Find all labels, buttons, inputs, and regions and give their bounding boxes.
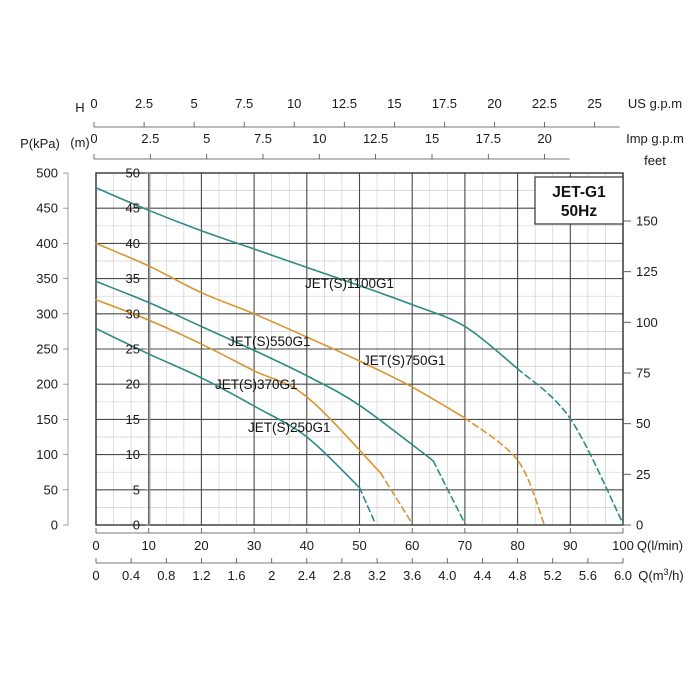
- svg-text:US g.p.m: US g.p.m: [628, 96, 682, 111]
- svg-text:JET-G1: JET-G1: [552, 184, 606, 201]
- svg-text:Imp g.p.m: Imp g.p.m: [626, 131, 684, 146]
- svg-text:17.5: 17.5: [432, 96, 457, 111]
- svg-text:12.5: 12.5: [363, 131, 388, 146]
- svg-text:12.5: 12.5: [332, 96, 357, 111]
- svg-text:JET(S)250G1: JET(S)250G1: [248, 420, 331, 435]
- svg-text:4.0: 4.0: [438, 568, 456, 583]
- svg-text:100: 100: [36, 447, 58, 462]
- svg-text:40: 40: [300, 538, 314, 553]
- svg-text:(m): (m): [70, 135, 90, 150]
- svg-text:60: 60: [405, 538, 419, 553]
- svg-text:15: 15: [387, 96, 401, 111]
- svg-text:350: 350: [36, 271, 58, 286]
- svg-text:75: 75: [636, 366, 650, 381]
- svg-text:30: 30: [126, 306, 140, 321]
- svg-text:50: 50: [44, 482, 58, 497]
- svg-text:40: 40: [126, 236, 140, 251]
- svg-text:100: 100: [612, 538, 634, 553]
- svg-text:Q(m3/h): Q(m3/h): [638, 567, 683, 583]
- svg-text:300: 300: [36, 306, 58, 321]
- svg-text:25: 25: [587, 96, 601, 111]
- svg-text:125: 125: [636, 264, 658, 279]
- svg-text:25: 25: [636, 467, 650, 482]
- svg-text:4.8: 4.8: [509, 568, 527, 583]
- svg-text:P(kPa): P(kPa): [20, 136, 60, 151]
- svg-text:35: 35: [126, 271, 140, 286]
- svg-text:5.6: 5.6: [579, 568, 597, 583]
- svg-text:17.5: 17.5: [476, 131, 501, 146]
- svg-text:20: 20: [126, 377, 140, 392]
- svg-text:25: 25: [126, 342, 140, 357]
- svg-text:50: 50: [352, 538, 366, 553]
- svg-text:0: 0: [92, 568, 99, 583]
- svg-text:0: 0: [90, 96, 97, 111]
- svg-text:5.2: 5.2: [544, 568, 562, 583]
- svg-text:1.2: 1.2: [192, 568, 210, 583]
- svg-text:0: 0: [51, 518, 58, 533]
- svg-text:200: 200: [36, 377, 58, 392]
- svg-text:45: 45: [126, 201, 140, 216]
- svg-text:100: 100: [636, 315, 658, 330]
- svg-text:H: H: [75, 100, 84, 115]
- svg-text:50Hz: 50Hz: [561, 203, 597, 220]
- svg-text:5: 5: [133, 482, 140, 497]
- svg-text:0: 0: [90, 131, 97, 146]
- svg-text:2.8: 2.8: [333, 568, 351, 583]
- svg-text:5: 5: [190, 96, 197, 111]
- svg-text:2: 2: [268, 568, 275, 583]
- svg-text:7.5: 7.5: [235, 96, 253, 111]
- svg-text:250: 250: [36, 342, 58, 357]
- svg-text:30: 30: [247, 538, 261, 553]
- svg-text:20: 20: [537, 131, 551, 146]
- svg-text:400: 400: [36, 236, 58, 251]
- svg-text:1.6: 1.6: [227, 568, 245, 583]
- svg-text:0: 0: [92, 538, 99, 553]
- svg-text:feet: feet: [644, 153, 666, 168]
- svg-text:0: 0: [133, 518, 140, 533]
- svg-text:2.5: 2.5: [141, 131, 159, 146]
- svg-text:5: 5: [203, 131, 210, 146]
- svg-text:Q(l/min): Q(l/min): [637, 538, 683, 553]
- svg-text:10: 10: [141, 538, 155, 553]
- svg-text:15: 15: [425, 131, 439, 146]
- svg-text:20: 20: [487, 96, 501, 111]
- svg-text:3.2: 3.2: [368, 568, 386, 583]
- svg-text:7.5: 7.5: [254, 131, 272, 146]
- svg-text:JET(S)750G1: JET(S)750G1: [363, 353, 446, 368]
- svg-text:0: 0: [636, 518, 643, 533]
- svg-text:70: 70: [458, 538, 472, 553]
- svg-text:22.5: 22.5: [532, 96, 557, 111]
- svg-text:50: 50: [126, 166, 140, 181]
- svg-text:6.0: 6.0: [614, 568, 632, 583]
- svg-text:90: 90: [563, 538, 577, 553]
- svg-text:0.8: 0.8: [157, 568, 175, 583]
- svg-text:20: 20: [194, 538, 208, 553]
- svg-text:450: 450: [36, 201, 58, 216]
- svg-text:10: 10: [287, 96, 301, 111]
- svg-text:15: 15: [126, 412, 140, 427]
- svg-text:150: 150: [636, 214, 658, 229]
- svg-text:2.5: 2.5: [135, 96, 153, 111]
- svg-text:10: 10: [126, 447, 140, 462]
- svg-text:50: 50: [636, 416, 650, 431]
- svg-text:80: 80: [510, 538, 524, 553]
- svg-text:JET(S)1100G1: JET(S)1100G1: [305, 276, 394, 291]
- svg-text:150: 150: [36, 412, 58, 427]
- svg-text:10: 10: [312, 131, 326, 146]
- svg-text:0.4: 0.4: [122, 568, 140, 583]
- svg-text:500: 500: [36, 166, 58, 181]
- svg-text:3.6: 3.6: [403, 568, 421, 583]
- svg-text:JET(S)550G1: JET(S)550G1: [228, 334, 311, 349]
- svg-text:4.4: 4.4: [473, 568, 491, 583]
- svg-text:2.4: 2.4: [298, 568, 316, 583]
- svg-text:JET(S)370G1: JET(S)370G1: [215, 377, 298, 392]
